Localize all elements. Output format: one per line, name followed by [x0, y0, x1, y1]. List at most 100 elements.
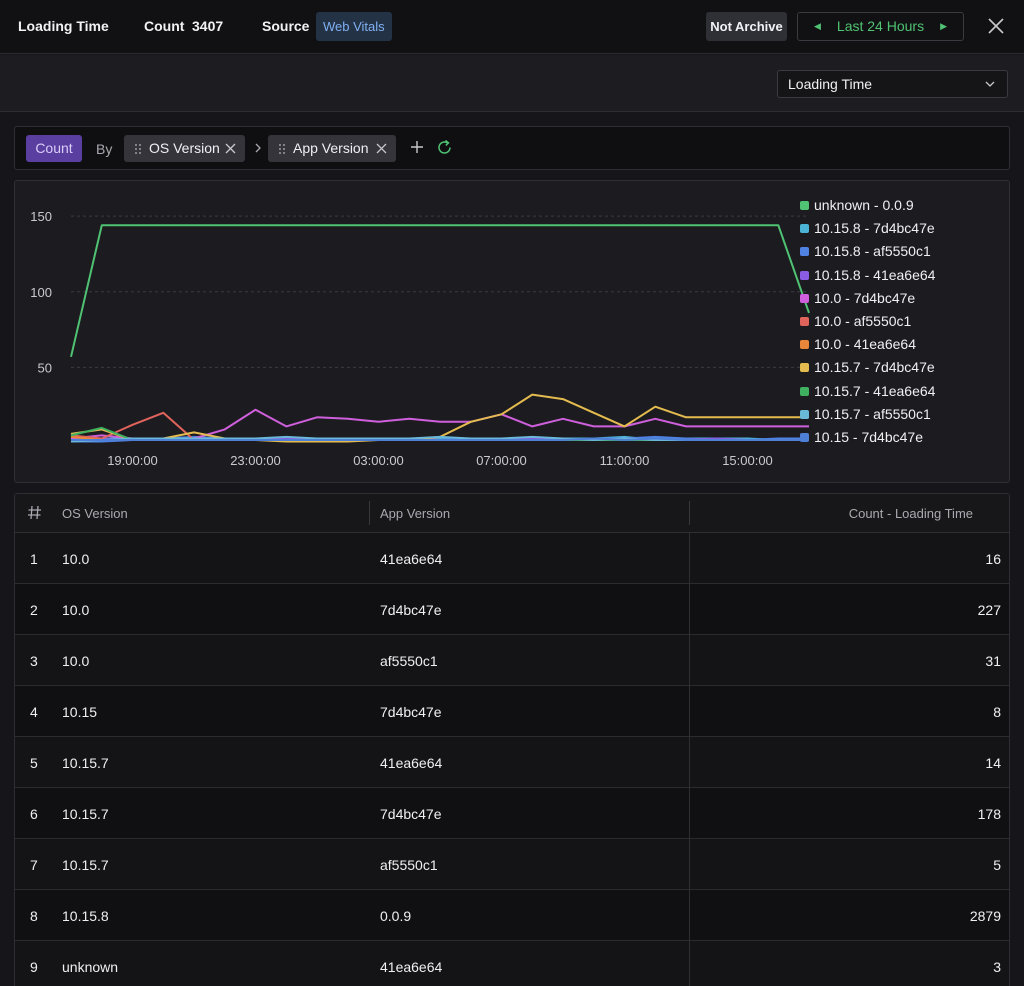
cell-count: 14 [985, 755, 1001, 771]
refresh-icon[interactable] [436, 139, 453, 156]
aggregate-chip[interactable]: Count [26, 135, 82, 162]
row-index: 7 [30, 857, 38, 873]
group-chip-label: OS Version [149, 140, 220, 156]
x-tick-label: 07:00:00 [476, 453, 527, 468]
chevron-left-icon[interactable]: ◀ [814, 21, 821, 31]
group-by-bar: Count By OS Version App Version [14, 126, 1010, 170]
chevron-right-icon[interactable]: ▶ [940, 21, 947, 31]
page-title: Loading Time [18, 18, 109, 34]
cell-os-version: 10.15.8 [62, 908, 109, 924]
row-index: 6 [30, 806, 38, 822]
row-index: 8 [30, 908, 38, 924]
legend-label: 10.15.7 - af5550c1 [814, 405, 931, 422]
y-tick-label: 100 [30, 285, 52, 300]
cell-os-version: 10.0 [62, 653, 90, 669]
column-divider [689, 501, 690, 525]
table-row[interactable]: 2 10.0 7d4bc47e 227 [15, 584, 1009, 635]
add-group-icon[interactable] [409, 139, 425, 155]
legend-label: 10.0 - 7d4bc47e [814, 289, 916, 306]
cell-os-version: 10.0 [62, 551, 90, 567]
legend-label: 10.15.8 - 41ea6e64 [814, 266, 936, 283]
legend-swatch [800, 340, 809, 350]
chevron-right-icon [255, 143, 261, 153]
column-divider [689, 839, 690, 890]
close-icon[interactable] [984, 14, 1008, 38]
table-row[interactable]: 1 10.0 41ea6e64 16 [15, 533, 1009, 584]
column-divider [689, 890, 690, 941]
column-divider [689, 635, 690, 686]
row-index: 9 [30, 959, 38, 975]
cell-count: 3 [993, 959, 1001, 975]
column-header-count[interactable]: Count - Loading Time [848, 506, 973, 521]
series-line-10[interactable] [71, 437, 809, 441]
cell-app-version: 41ea6e64 [380, 551, 443, 567]
cell-app-version: 7d4bc47e [380, 602, 442, 618]
row-index: 2 [30, 602, 38, 618]
legend-label: 10.15 - 7d4bc47e [814, 429, 923, 445]
table-row[interactable]: 8 10.15.8 0.0.9 2879 [15, 890, 1009, 941]
column-divider [689, 584, 690, 635]
count-label: Count [144, 18, 185, 34]
cell-count: 31 [985, 653, 1001, 669]
table-row[interactable]: 3 10.0 af5550c1 31 [15, 635, 1009, 686]
by-label: By [96, 141, 113, 157]
row-index: 3 [30, 653, 38, 669]
column-header-app-version[interactable]: App Version [380, 506, 451, 521]
count-value: 3407 [192, 18, 224, 34]
table-row[interactable]: 6 10.15.7 7d4bc47e 178 [15, 788, 1009, 839]
time-range-label: Last 24 Hours [836, 18, 925, 34]
legend-swatch [800, 247, 809, 257]
column-divider [689, 788, 690, 839]
column-divider [689, 737, 690, 788]
column-divider [689, 533, 690, 584]
group-chip-label: App Version [293, 140, 369, 156]
source-badge[interactable]: Web Vitals [316, 12, 392, 41]
legend-label: 10.15.7 - 41ea6e64 [814, 382, 936, 399]
row-index: 4 [30, 704, 38, 720]
remove-chip-icon[interactable] [224, 142, 237, 155]
legend-label: 10.15.7 - 7d4bc47e [814, 359, 935, 376]
column-header-os-version[interactable]: OS Version [62, 506, 128, 521]
group-chip-os-version[interactable]: OS Version [124, 135, 245, 162]
line-chart: 50 100 150 19:00:00 23:00:00 03:00:00 07:00:00… [30, 209, 810, 468]
row-index: 1 [30, 551, 38, 567]
cell-app-version: af5550c1 [380, 857, 438, 873]
legend-swatch [800, 293, 809, 303]
metric-select[interactable]: Loading Time [777, 70, 1008, 98]
remove-chip-icon[interactable] [375, 142, 388, 155]
cell-count: 8 [993, 704, 1001, 720]
cell-app-version: 0.0.9 [380, 908, 412, 924]
table-row[interactable]: 7 10.15.7 af5550c1 5 [15, 839, 1009, 890]
column-divider [369, 501, 370, 525]
cell-app-version: 7d4bc47e [380, 704, 442, 720]
legend-swatch [800, 433, 809, 442]
legend-label: 10.15.8 - af5550c1 [814, 243, 931, 260]
legend-label: 10.0 - af5550c1 [814, 313, 912, 329]
legend-label: unknown - 0.0.9 [814, 197, 914, 213]
top-bar: Loading Time Count 3407 Source Web Vital… [0, 0, 1024, 54]
time-range-picker[interactable]: ◀ Last 24 Hours ▶ [797, 12, 964, 41]
x-tick-label: 19:00:00 [107, 453, 158, 468]
x-tick-label: 15:00:00 [722, 453, 773, 468]
cell-os-version: 10.15 [62, 704, 98, 720]
group-chip-app-version[interactable]: App Version [268, 135, 396, 162]
metric-select-value: Loading Time [788, 76, 873, 92]
table-row[interactable]: 9 unknown 41ea6e64 3 [15, 941, 1009, 986]
legend-label: 10.15.8 - 7d4bc47e [814, 220, 935, 237]
source-label: Source [262, 18, 310, 34]
legend-swatch [800, 201, 809, 210]
not-archive-button[interactable]: Not Archive [706, 12, 787, 41]
drag-handle-icon[interactable] [134, 143, 142, 155]
cell-os-version: 10.0 [62, 602, 90, 618]
legend-swatch [800, 224, 809, 234]
cell-count: 227 [977, 602, 1001, 618]
drag-handle-icon[interactable] [278, 143, 286, 155]
series-line-0[interactable] [70, 224, 810, 358]
table-row[interactable]: 5 10.15.7 41ea6e64 14 [15, 737, 1009, 788]
cell-app-version: 7d4bc47e [380, 806, 442, 822]
table-row[interactable]: 4 10.15 7d4bc47e 8 [15, 686, 1009, 737]
cell-count: 16 [985, 551, 1001, 567]
x-tick-label: 03:00:00 [353, 453, 404, 468]
cell-app-version: af5550c1 [380, 653, 438, 669]
series-line-7[interactable] [70, 393, 809, 443]
